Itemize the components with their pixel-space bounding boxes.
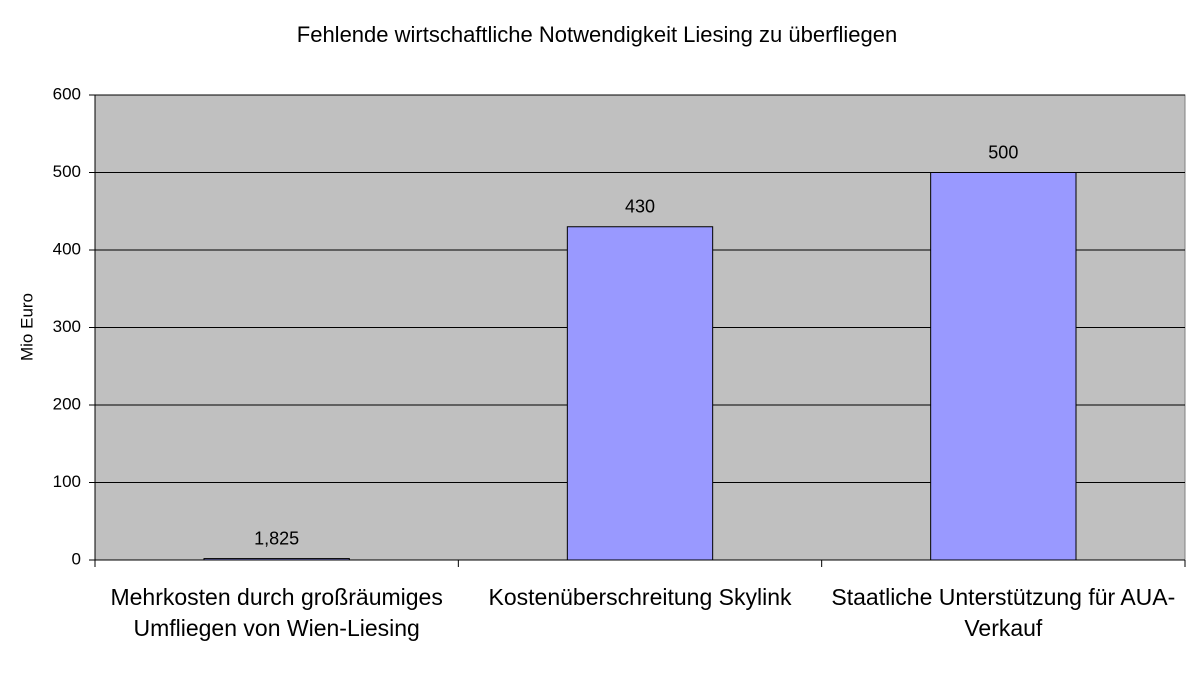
value-label: 1,825 (254, 528, 299, 548)
y-tick-label: 400 (53, 239, 81, 258)
x-tick-label: Kostenüberschreitung Skylink (488, 584, 792, 610)
bar (566, 226, 714, 561)
value-label: 430 (625, 197, 655, 217)
y-tick-label: 0 (72, 549, 81, 568)
y-tick-label: 300 (53, 317, 81, 336)
value-label: 500 (988, 142, 1018, 162)
y-tick-label: 600 (53, 84, 81, 103)
x-tick-label: Staatliche Unterstützung für AUA-Verkauf (831, 584, 1176, 641)
bar (203, 558, 350, 561)
bar (930, 172, 1077, 561)
y-tick-label: 100 (53, 472, 81, 491)
y-axis-label: Mio Euro (17, 293, 36, 361)
y-tick-label: 200 (53, 394, 81, 413)
x-tick-label: Mehrkosten durch großräumiges Umfliegen … (110, 584, 443, 641)
chart-title: Fehlende wirtschaftliche Notwendigkeit L… (297, 22, 897, 47)
y-tick-label: 500 (53, 162, 81, 181)
